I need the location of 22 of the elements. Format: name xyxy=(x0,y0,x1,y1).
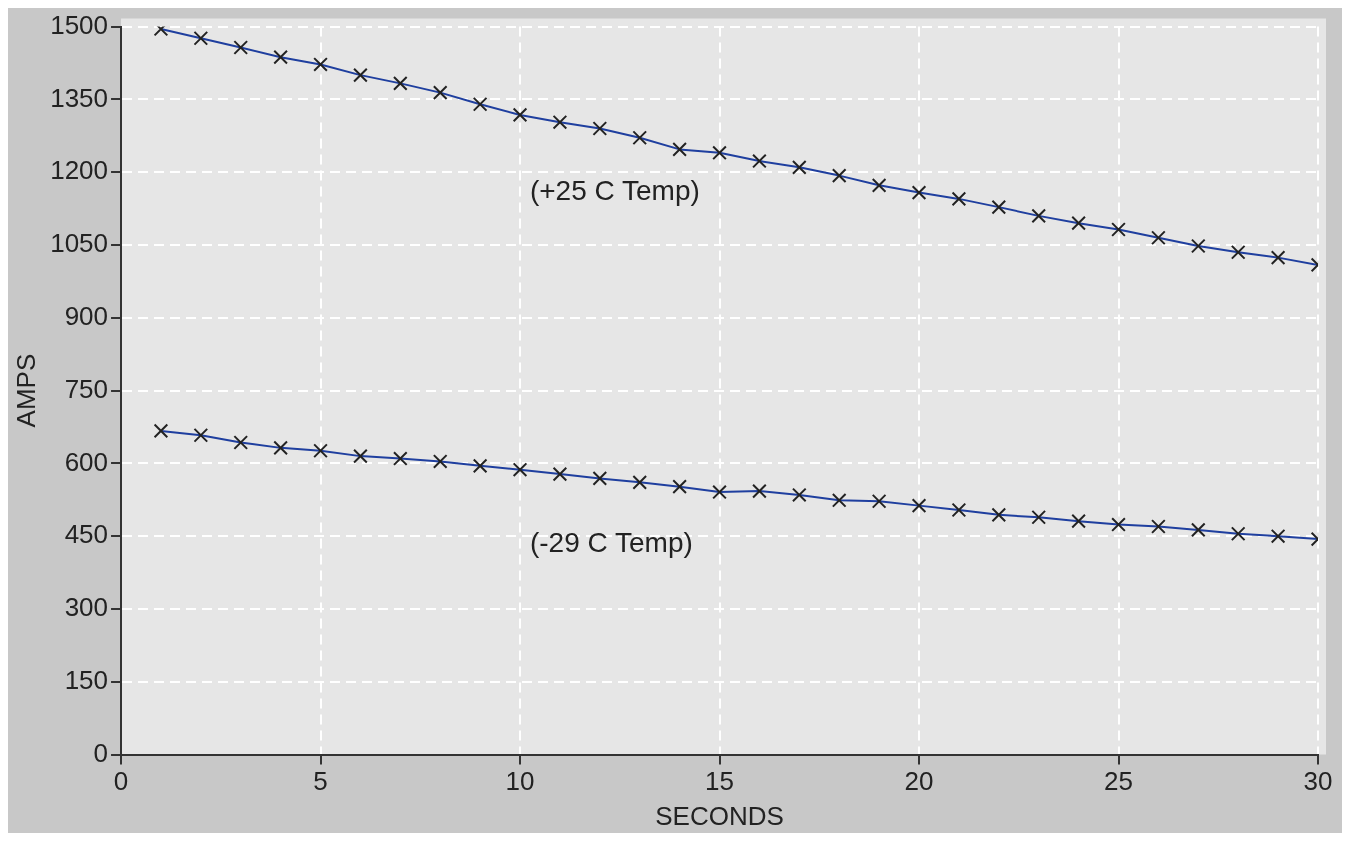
x-axis-title: SECONDS xyxy=(655,800,784,831)
y-tick-label: 450 xyxy=(64,519,109,550)
y-tick-label: 600 xyxy=(64,446,109,477)
y-tick-label: 150 xyxy=(64,664,109,695)
x-tick-label: 20 xyxy=(904,766,934,797)
x-tick-label: 25 xyxy=(1104,766,1133,797)
y-tick-label: 1050 xyxy=(50,228,109,259)
y-tick-label: 1500 xyxy=(50,9,109,40)
y-tick-label: 900 xyxy=(64,300,109,331)
annotation: (-29 C Temp) xyxy=(529,526,693,558)
x-tick-label: 30 xyxy=(1303,766,1333,797)
y-tick-label: 750 xyxy=(64,373,109,404)
annotation: (+25 C Temp) xyxy=(529,174,700,206)
x-tick-label: 5 xyxy=(313,766,328,797)
x-tick-label: 15 xyxy=(705,766,734,797)
y-tick-label: 300 xyxy=(64,592,109,623)
y-tick-label: 1200 xyxy=(50,155,109,186)
x-tick-label: 10 xyxy=(505,766,535,797)
y-tick-label: 1350 xyxy=(50,82,109,113)
y-tick-label: 0 xyxy=(93,737,109,768)
x-tick-label: 0 xyxy=(113,766,129,797)
y-axis-title: AMPS xyxy=(10,353,41,428)
